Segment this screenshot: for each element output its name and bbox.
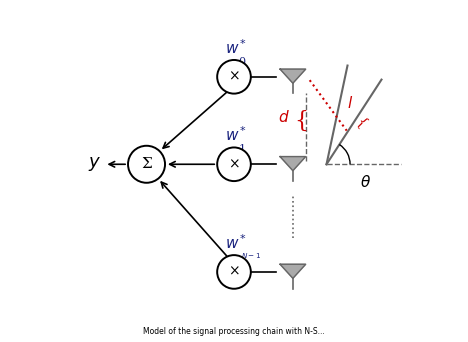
Text: $\theta$: $\theta$ <box>360 174 371 190</box>
Text: 1: 1 <box>238 144 246 154</box>
Text: $w$: $w$ <box>225 42 240 56</box>
Text: ×: × <box>228 157 240 171</box>
Polygon shape <box>280 264 306 278</box>
Text: ×: × <box>228 265 240 279</box>
Text: $y$: $y$ <box>88 155 101 173</box>
Text: *: * <box>240 126 245 136</box>
Text: $w$: $w$ <box>225 129 240 143</box>
Text: *: * <box>240 234 245 244</box>
Text: {: { <box>294 109 309 132</box>
Circle shape <box>217 147 251 181</box>
Circle shape <box>217 60 251 94</box>
Text: 0: 0 <box>238 57 246 67</box>
Text: *: * <box>240 39 245 49</box>
Text: {: { <box>353 115 370 131</box>
Polygon shape <box>280 69 306 83</box>
Text: $l$: $l$ <box>347 95 353 111</box>
Circle shape <box>128 146 165 183</box>
Text: Model of the signal processing chain with N-S...: Model of the signal processing chain wit… <box>143 327 325 336</box>
Text: Σ: Σ <box>141 157 152 171</box>
Text: $d$: $d$ <box>278 109 290 125</box>
Text: ×: × <box>228 70 240 84</box>
Text: $w$: $w$ <box>225 237 240 251</box>
Polygon shape <box>280 157 306 171</box>
Text: $_{N-1}$: $_{N-1}$ <box>241 252 262 261</box>
Circle shape <box>217 255 251 289</box>
